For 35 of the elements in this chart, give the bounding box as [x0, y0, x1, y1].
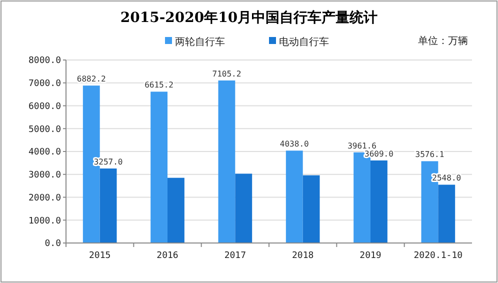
y-tick-label: 7000.0: [28, 79, 61, 90]
chart-title: 2015-2020年10月中国自行车产量统计: [120, 9, 378, 26]
data-label: 3961.6: [348, 141, 377, 150]
y-tick-label: 2000.0: [28, 193, 61, 204]
y-tick-label: 6000.0: [28, 102, 61, 112]
data-label: 6615.2: [144, 80, 174, 90]
bar: [100, 168, 117, 243]
bar: [438, 184, 456, 243]
y-tick-label: 5000.0: [28, 124, 61, 135]
bar: [218, 80, 236, 243]
bar: [370, 160, 388, 243]
bar: [235, 174, 252, 243]
data-label: 3576.1: [415, 150, 444, 160]
y-tick-label: 3000.0: [28, 170, 61, 181]
bar: [150, 92, 168, 243]
x-tick-label: 2016: [156, 251, 178, 261]
bar: [302, 175, 320, 243]
x-tick-label: 2017: [224, 251, 246, 261]
legend-label: 电动自行车: [279, 36, 329, 48]
y-tick-label: 0.0: [44, 239, 61, 250]
y-tick-label: 8000.0: [28, 56, 61, 66]
y-tick-label: 4000.0: [28, 148, 61, 158]
bar: [168, 178, 184, 243]
bar: [286, 150, 303, 243]
data-label: 7105.2: [212, 69, 242, 78]
data-label: 6882.2: [76, 74, 106, 84]
legend-label: 两轮自行车: [175, 36, 225, 48]
text: 单位：万辆: [418, 35, 468, 47]
data-label: 3609.0: [364, 149, 394, 158]
x-tick-label: 2015: [88, 251, 111, 261]
x-tick-label: 2018: [292, 251, 314, 261]
x-tick-label: 2019: [360, 251, 382, 261]
data-label: 4038.0: [280, 140, 310, 149]
x-tick-label: 2020.1-10: [414, 251, 463, 261]
y-tick-label: 1000.0: [28, 216, 61, 226]
